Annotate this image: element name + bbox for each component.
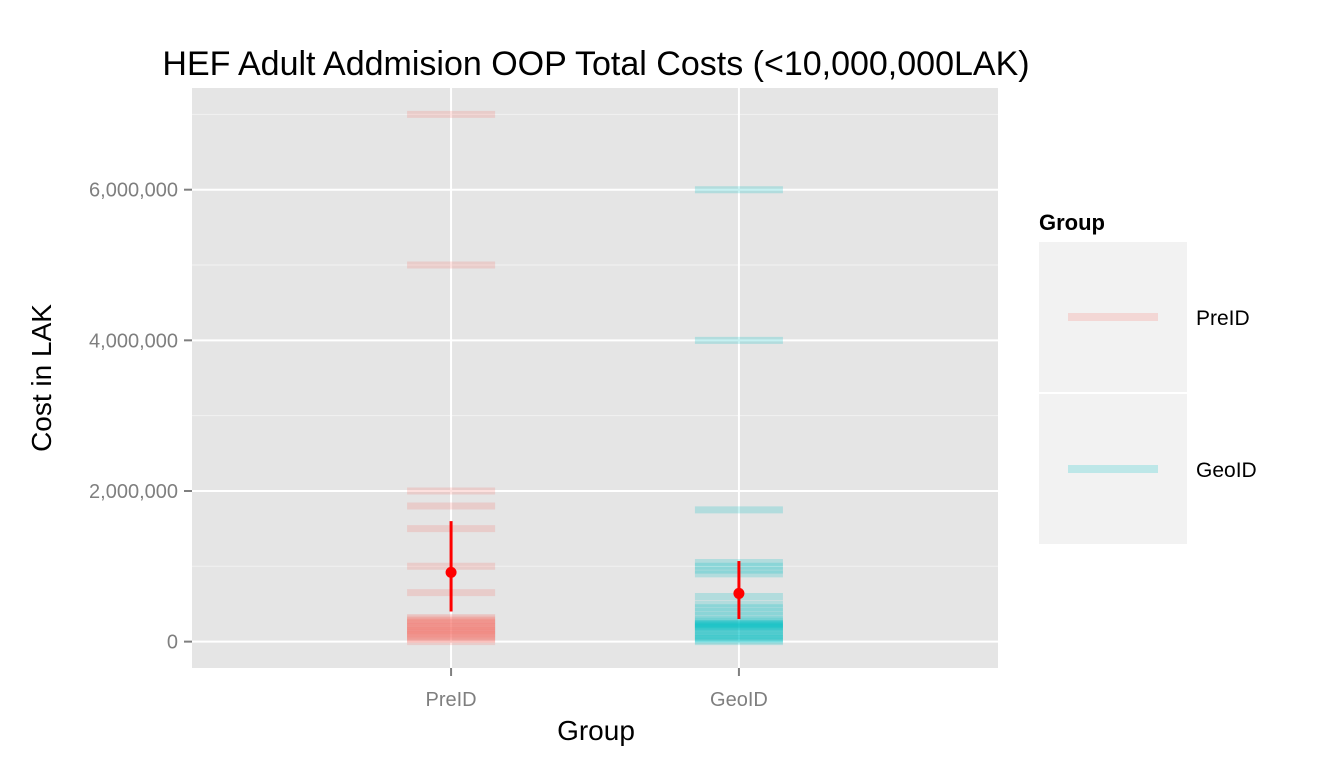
minor-grid — [192, 113, 998, 567]
x-tick-label: PreID — [426, 689, 477, 711]
mean-point-preid — [445, 566, 457, 578]
legend-label-preid: PreID — [1196, 307, 1250, 330]
mean-summary — [445, 521, 745, 620]
legend-key-background — [1039, 242, 1187, 392]
y-tick-label: 0 — [167, 632, 178, 654]
y-tick-label: 6,000,000 — [89, 180, 178, 202]
y-tick-label: 4,000,000 — [89, 330, 178, 352]
legend-title: Group — [1039, 210, 1105, 235]
plot-panel — [192, 88, 998, 668]
mean-point-geoid — [733, 587, 745, 599]
x-axis-title: Group — [557, 715, 635, 746]
y-axis: 0 2,000,000 4,000,000 6,000,000 — [89, 180, 192, 654]
y-tick-label: 2,000,000 — [89, 481, 178, 503]
y-axis-title: Cost in LAK — [26, 304, 57, 452]
x-tick-label: GeoID — [710, 689, 768, 711]
chart-title: HEF Adult Addmision OOP Total Costs (<10… — [162, 45, 1029, 83]
data-marks — [407, 110, 783, 646]
legend-label-geoid: GeoID — [1196, 459, 1257, 482]
legend-keys: PreID GeoID — [1039, 242, 1257, 544]
x-axis: PreID GeoID — [426, 668, 768, 711]
legend-key-background — [1039, 394, 1187, 544]
legend: Group PreID GeoID — [1039, 210, 1257, 544]
